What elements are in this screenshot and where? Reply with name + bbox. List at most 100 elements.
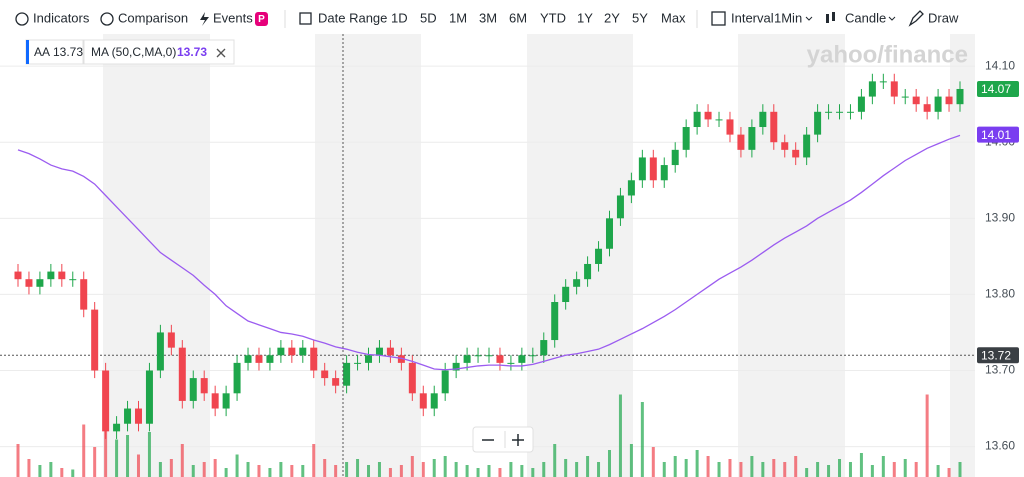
candle-body: [430, 393, 438, 409]
volume-bar: [476, 468, 480, 477]
candle-body: [496, 355, 504, 363]
icon: [15, 12, 29, 26]
icon: [826, 12, 835, 23]
candle-body: [134, 408, 142, 424]
toolbar-item[interactable]: 1M: [449, 10, 467, 25]
candle-body: [868, 81, 876, 97]
candle-body: [332, 378, 340, 386]
volume-bar: [509, 462, 513, 477]
volume-bar: [575, 462, 579, 477]
legend: AA 13.73 MA (50,C,MA,0) 13.73: [25, 39, 235, 65]
candle-body: [912, 96, 920, 105]
toolbar: Indicators Comparison Events Date Range 1D 5D…: [15, 10, 959, 28]
volume-bar: [224, 468, 228, 477]
volume-bar: [38, 465, 42, 477]
price-tag: [977, 126, 1019, 143]
volume: [16, 394, 962, 477]
toolbar-item[interactable]: Interval: [731, 10, 774, 25]
volume-bar: [805, 468, 809, 477]
volume-bar: [892, 462, 896, 477]
zoom-control: [472, 426, 534, 453]
candle-body: [934, 96, 942, 112]
candle-body: [857, 96, 865, 112]
volume-bar: [629, 444, 633, 477]
volume-bar: [169, 459, 173, 477]
candle-body: [255, 355, 263, 363]
candle-body: [397, 355, 405, 363]
volume-bar: [399, 465, 403, 477]
badge: [255, 12, 268, 26]
volume-bar: [180, 444, 184, 477]
toolbar-item[interactable]: 5D: [420, 10, 437, 25]
volume-bar: [465, 465, 469, 477]
volume-bar: [136, 454, 140, 477]
candle-body: [156, 332, 164, 371]
zoom-in[interactable]: [512, 434, 524, 446]
candle-body: [770, 111, 778, 143]
candle-body: [277, 347, 285, 356]
volume-bar: [235, 454, 239, 477]
toolbar-item[interactable]: 1D: [391, 10, 408, 25]
price-tag-label: 13.72: [981, 348, 1011, 362]
volume-bar: [662, 462, 666, 477]
candle-body: [463, 355, 471, 363]
toolbar-item[interactable]: 3M: [479, 10, 497, 25]
candle-body: [890, 81, 898, 97]
volume-bar: [870, 465, 874, 477]
candle-body: [25, 279, 33, 287]
volume-bar: [520, 465, 524, 477]
toolbar-item[interactable]: 2Y: [604, 10, 620, 25]
close-button[interactable]: [216, 48, 226, 58]
volume-bar: [312, 444, 316, 477]
toolbar-item[interactable]: Max: [661, 10, 686, 25]
volume-bar: [60, 468, 64, 477]
candle-body: [244, 355, 252, 363]
volume-bar: [49, 462, 53, 477]
candle-body: [715, 119, 723, 121]
candle-body: [518, 355, 526, 363]
candle-body: [14, 271, 22, 280]
toolbar-item[interactable]: 1Y: [577, 10, 593, 25]
toolbar-item[interactable]: Comparison: [118, 10, 188, 25]
candle-body: [375, 347, 383, 356]
volume-bar: [16, 444, 20, 477]
candle-body: [693, 111, 701, 128]
candle-body: [605, 218, 613, 249]
toolbar-item[interactable]: Candle: [845, 10, 886, 25]
toolbar-item[interactable]: Events: [213, 10, 253, 25]
volume-bar: [706, 456, 710, 477]
toolbar-item[interactable]: Draw: [928, 10, 959, 25]
candle-body: [310, 347, 318, 371]
candle-body: [343, 362, 351, 386]
candle-body: [704, 111, 712, 120]
volume-bar: [268, 468, 272, 477]
candle-body: [595, 248, 603, 264]
volume-bar: [410, 456, 414, 477]
volume-bar: [71, 469, 75, 477]
volume-bar: [290, 465, 294, 477]
toolbar-item[interactable]: Indicators: [33, 10, 90, 25]
y-tick-label: 13.70: [985, 363, 1015, 377]
volume-bar: [673, 456, 677, 477]
toolbar-item[interactable]: YTD: [540, 10, 566, 25]
candle-body: [638, 157, 646, 181]
toolbar-item[interactable]: 5Y: [632, 10, 648, 25]
candle-body: [529, 355, 537, 357]
toolbar-item[interactable]: Date Range: [318, 10, 387, 25]
candle-body: [354, 362, 362, 364]
toolbar-item[interactable]: 1Min: [774, 10, 802, 25]
toolbar-item[interactable]: 6M: [509, 10, 527, 25]
candle-body: [682, 127, 690, 150]
volume-bar: [82, 424, 86, 477]
volume-bar: [761, 462, 765, 477]
icon: [908, 10, 924, 27]
candle-body: [759, 111, 767, 128]
candle-body: [551, 302, 559, 341]
candle-body: [91, 309, 99, 371]
volume-bar: [191, 465, 195, 477]
candle-body: [222, 393, 230, 409]
volume-bar: [794, 456, 798, 477]
volume-bar: [640, 402, 644, 477]
candle-body: [211, 393, 219, 409]
volume-bar: [345, 462, 349, 477]
